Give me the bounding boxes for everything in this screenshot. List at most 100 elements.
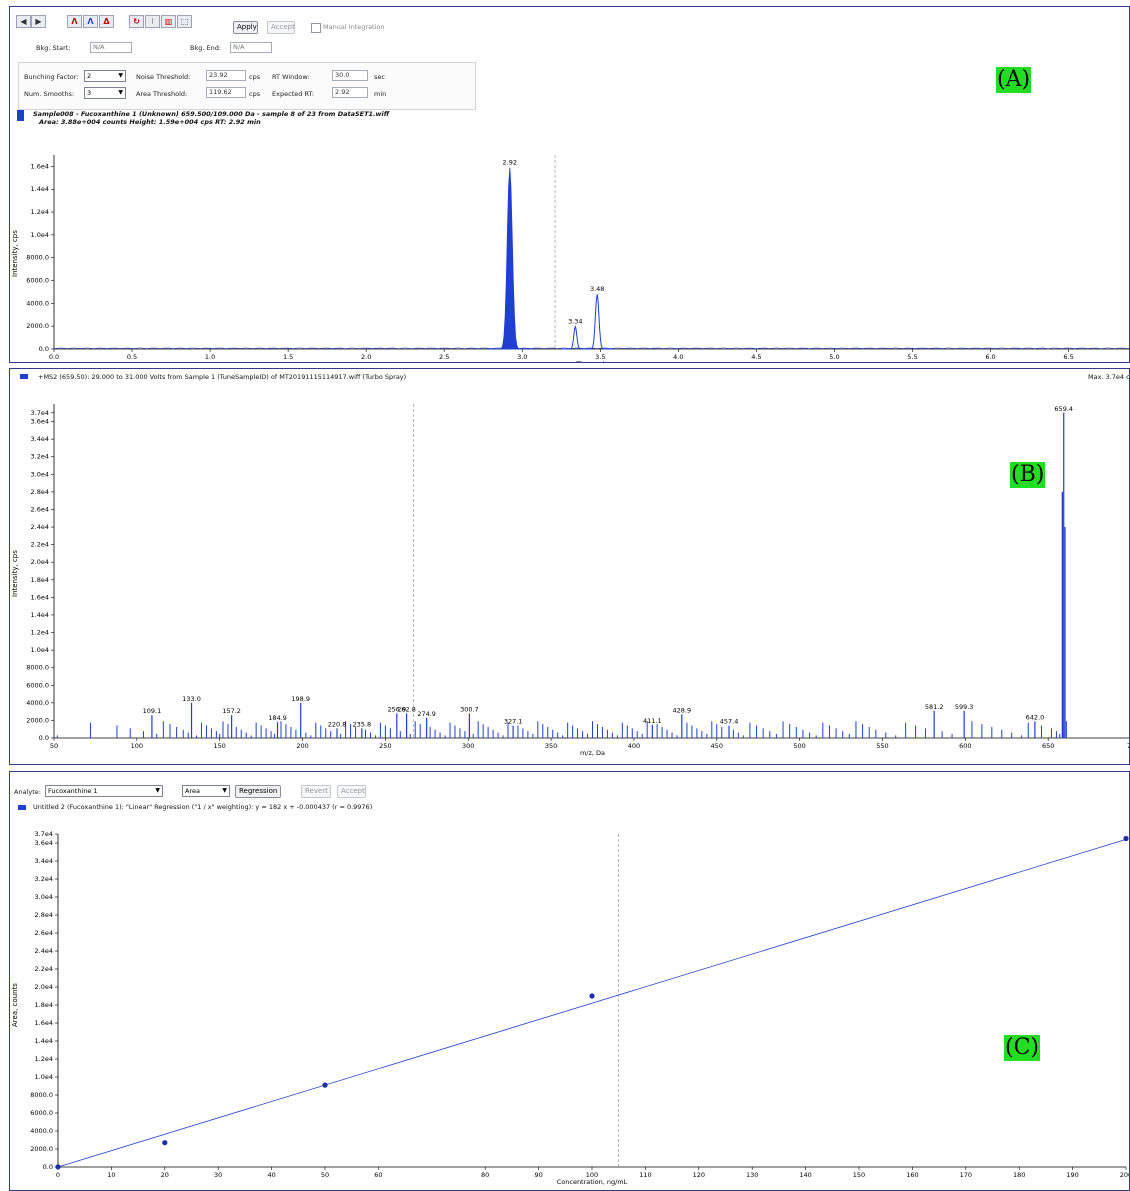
integrated-peak [486, 167, 534, 350]
refresh-icon[interactable]: ↻ [129, 15, 144, 28]
peak-label: 327.1 [504, 718, 523, 726]
noise-threshold-label: Noise Threshold: [136, 73, 191, 81]
regression-legend: Untitled 2 (Fucoxanthine 1): "Linear" Re… [33, 803, 373, 811]
blank-icon[interactable]: ⁝ [145, 15, 160, 28]
x-tick-label: 6.0 [985, 353, 995, 361]
num-smooths-value: 3 [87, 89, 92, 97]
y-tick-label: 2.2e4 [35, 965, 53, 973]
x-tick-label: 180 [1013, 1171, 1025, 1179]
x-tick-label: 300 [462, 742, 474, 750]
accept-button[interactable]: Accept [337, 785, 366, 798]
y-tick-label: 3.4e4 [35, 857, 53, 865]
peak-label: 2.92 [503, 159, 517, 167]
y-tick-label: 3.7e4 [31, 409, 49, 417]
y-tick-label: 8000.0 [30, 1091, 53, 1099]
regression-button[interactable]: Regression [235, 785, 281, 798]
y-tick-label: 3.7e4 [35, 830, 53, 838]
y-tick-label: 2000.0 [30, 1145, 53, 1153]
bkg-end-field[interactable]: N/A [230, 42, 272, 53]
bkg-start-label: Bkg. Start: [36, 44, 71, 52]
bunching-factor-value: 2 [87, 72, 92, 80]
expected-rt-unit: min [374, 90, 387, 98]
x-tick-label: 4.0 [673, 353, 683, 361]
x-tick-label: 0 [56, 1171, 60, 1179]
peak-label: 262.8 [397, 705, 416, 713]
y-tick-label: 8000.0 [26, 254, 49, 262]
x-tick-label: 1.5 [283, 353, 293, 361]
y-tick-label: 1.6e4 [35, 1019, 53, 1027]
analyte-value: Fucoxanthine 1 [48, 787, 98, 795]
x-tick-label: 0.5 [127, 353, 137, 361]
rt-window-field[interactable]: 30.0 [332, 70, 368, 81]
calibration-plot[interactable]: 0102030405060708090100110120130140150160… [10, 812, 1130, 1191]
x-tick-label: 3.0 [517, 353, 527, 361]
num-smooths-select[interactable]: 3 ▼ [84, 87, 126, 99]
bar-peaks-icon[interactable]: ▥ [161, 15, 176, 28]
analyte-label: Analyte: [14, 788, 41, 796]
x-tick-label: 350 [545, 742, 557, 750]
peak-label: 198.9 [291, 695, 310, 703]
back-arrow-icon[interactable]: ◀ [16, 15, 31, 28]
spectrum-plot[interactable]: 50 100 150 200 250 300 350 400 450 500 550 600 650 70… [10, 383, 1130, 765]
panel-tag-a: (A) [996, 67, 1032, 93]
x-tick-label: 100 [586, 1171, 598, 1179]
area-threshold-field[interactable]: 119.62 [206, 87, 246, 98]
bunching-factor-select[interactable]: 2 ▼ [84, 70, 126, 82]
y-tick-label: 3.2e4 [35, 875, 53, 883]
x-tick-label: 140 [799, 1171, 811, 1179]
x-tick-label: 2.5 [439, 353, 449, 361]
chevron-down-icon: ▼ [155, 787, 160, 794]
y-tick-label: 1.6e4 [31, 162, 49, 170]
y-tick-label: 6000.0 [30, 1109, 53, 1117]
y-tick-label: 2.6e4 [31, 505, 49, 513]
peak-label: 3.34 [568, 318, 582, 326]
y-tick-label: 6000.0 [26, 277, 49, 285]
y-tick-label: 3.6e4 [35, 839, 53, 847]
x-tick-label: 160 [906, 1171, 918, 1179]
peak-label: 109.1 [143, 707, 162, 715]
export-icon[interactable]: ⬚ [177, 15, 192, 28]
metric-select[interactable]: Area ▼ [182, 785, 230, 797]
analyte-select[interactable]: Fucoxanthine 1 ▼ [45, 785, 163, 797]
calibration-point [55, 1164, 61, 1170]
x-tick-label: 1.0 [205, 353, 215, 361]
expected-rt-field[interactable]: 2.92 [332, 87, 368, 98]
manual-integration-checkbox[interactable] [311, 23, 321, 33]
metric-value: Area [185, 787, 200, 795]
x-tick-label: 3.5 [595, 353, 605, 361]
chromatogram-plot[interactable]: 0.0 0.5 1.0 1.5 2.0 2.5 3.0 3.5 4.0 4.5 5.0 5.5 6.0 6… [10, 137, 1130, 363]
chromatogram-panel: ◀ ▶ Λ Λ Δ ↻ ⁝ ▥ ⬚ Apply Accept Manual In… [9, 6, 1130, 363]
spectrum-header: +MS2 (659.50): 29.000 to 31.000 Volts fr… [38, 373, 407, 381]
x-tick-label: 5.0 [829, 353, 839, 361]
y-tick-label: 3.6e4 [31, 418, 49, 426]
x-tick-label: 10 [107, 1171, 115, 1179]
x-tick-label: 20 [161, 1171, 169, 1179]
x-tick-label: 130 [746, 1171, 758, 1179]
accept-button[interactable]: Accept [267, 21, 295, 34]
x-tick-label: 80 [481, 1171, 489, 1179]
x-tick-label: 30 [214, 1171, 222, 1179]
apply-button[interactable]: Apply [233, 21, 258, 34]
y-tick-label: 6000.0 [26, 681, 49, 689]
area-threshold-unit: cps [249, 90, 261, 98]
noise-threshold-field[interactable]: 23.92 [206, 70, 246, 81]
x-tick-label: 120 [693, 1171, 705, 1179]
bkg-end-label: Bkg. End: [190, 44, 222, 52]
calibration-point [1123, 835, 1129, 842]
calibration-point [589, 993, 595, 999]
y-tick-label: 4000.0 [26, 299, 49, 307]
bkg-start-field[interactable]: N/A [90, 42, 132, 53]
peak-red-icon[interactable]: Λ [67, 15, 82, 28]
peak-trace [561, 324, 590, 350]
peak-red-outline-icon[interactable]: Δ [99, 15, 114, 28]
peak-label: 3.48 [590, 285, 604, 293]
revert-button[interactable]: Revert [301, 785, 331, 798]
forward-arrow-icon[interactable]: ▶ [31, 15, 46, 28]
x-tick-label: 60 [374, 1171, 382, 1179]
peak-blue-icon[interactable]: Λ [83, 15, 98, 28]
spectrum-panel: +MS2 (659.50): 29.000 to 31.000 Volts fr… [9, 368, 1130, 765]
peak-stats: Area: 3.88e+004 counts Height: 1.59e+004… [39, 118, 261, 126]
series-legend-swatch [20, 374, 28, 379]
peak-label: 300.7 [460, 705, 479, 713]
panel-tag-c: (C) [1004, 1035, 1040, 1061]
